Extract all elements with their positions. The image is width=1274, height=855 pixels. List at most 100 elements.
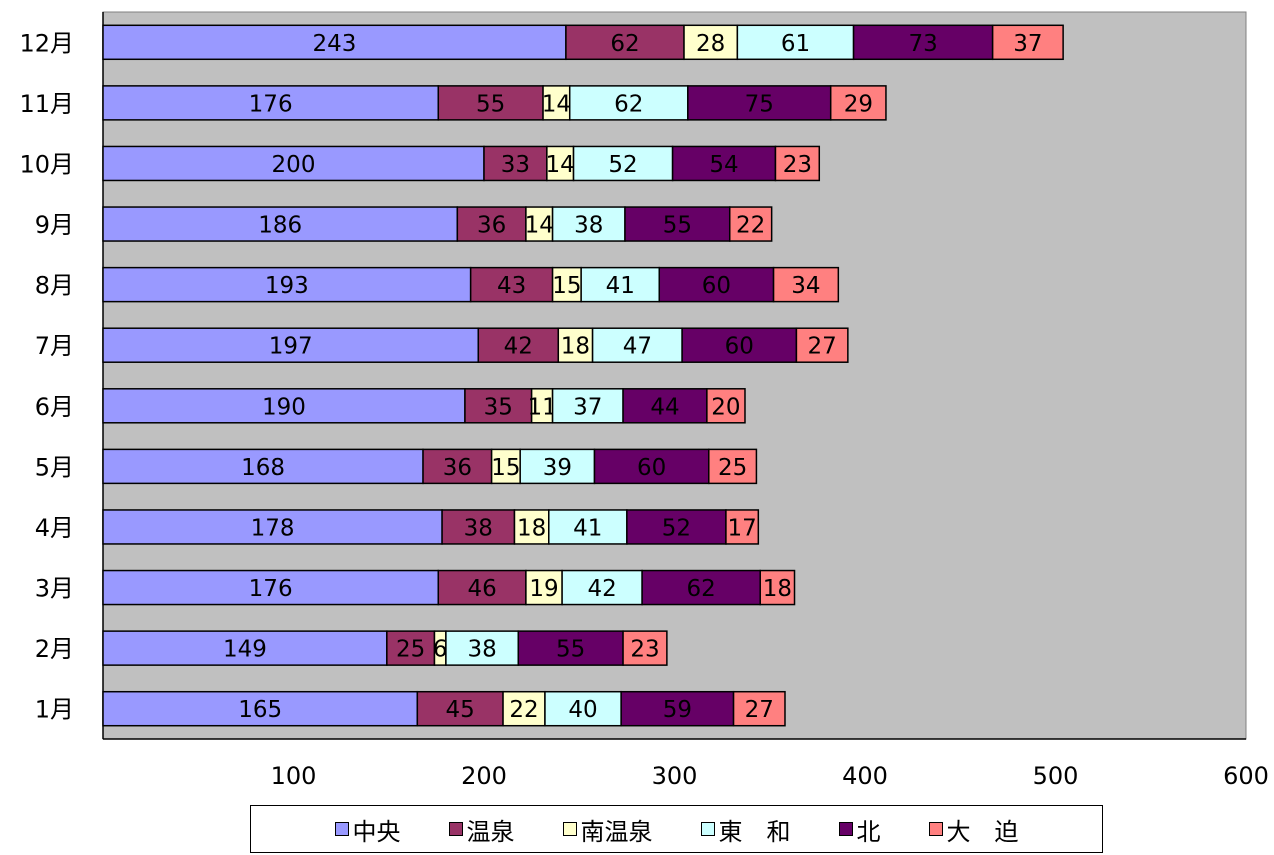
bar-segment <box>102 509 443 545</box>
data-label: 17 <box>727 515 756 541</box>
data-label: 59 <box>663 697 692 723</box>
legend-item-chuo: 中央 <box>334 812 401 847</box>
data-label: 243 <box>313 31 357 57</box>
data-label: 52 <box>662 515 691 541</box>
bar-segment <box>445 630 520 666</box>
data-label: 22 <box>509 697 538 723</box>
bar-segment <box>469 266 554 303</box>
legend-item-kita: 北 <box>838 812 881 847</box>
bar-segment <box>626 509 727 545</box>
data-label: 14 <box>542 91 571 117</box>
data-label: 60 <box>702 273 731 299</box>
y-tick-label: 1月 <box>35 696 74 724</box>
bar-segment <box>102 266 472 303</box>
data-label: 176 <box>249 576 293 602</box>
bar-segment <box>437 85 544 121</box>
y-tick-label: 8月 <box>35 272 74 300</box>
data-label: 18 <box>763 576 792 602</box>
bar-segment <box>525 206 554 242</box>
data-label: 54 <box>709 152 738 178</box>
legend-swatch-onsen <box>448 822 463 836</box>
legend-item-towa: 東 和 <box>700 812 791 847</box>
stacked-bar-chart: 100 200 300 400 500 600 1月 165 45 22 40 59 27 2月 149 25… <box>19 11 1269 790</box>
bar-segment <box>641 569 761 606</box>
data-label: 197 <box>269 334 313 360</box>
y-tick-label: 5月 <box>35 453 74 481</box>
y-tick-label: 7月 <box>35 332 74 360</box>
data-label: 41 <box>606 273 635 299</box>
data-label: 168 <box>241 455 285 481</box>
bar-segment <box>519 448 596 485</box>
bar-segment <box>102 327 480 363</box>
legend-swatch-minami-onsen <box>562 822 577 836</box>
bar-segment <box>593 448 710 485</box>
y-tick-label: 11月 <box>19 90 74 118</box>
bar-segment <box>708 448 758 485</box>
bar-segment <box>477 327 560 363</box>
data-label: 46 <box>467 576 496 602</box>
y-tick-label: 2月 <box>35 635 74 663</box>
y-tick-label: 9月 <box>35 211 74 239</box>
bar-segment <box>565 24 685 61</box>
legend-label-onsen: 温泉 <box>466 817 515 846</box>
bar-segment <box>728 206 773 242</box>
x-tick-label: 400 <box>842 762 888 790</box>
bar-segment <box>502 690 546 727</box>
data-label: 15 <box>552 273 581 299</box>
bar-segment <box>687 85 832 121</box>
bar-segment <box>736 24 855 61</box>
bar-segment <box>544 690 622 727</box>
data-label: 14 <box>546 152 575 178</box>
bar-segment <box>102 569 440 606</box>
legend-swatch-kita <box>838 822 853 836</box>
bar-segment <box>483 145 548 182</box>
bar-segment <box>102 145 485 182</box>
legend-swatch-ohasama <box>928 822 943 836</box>
data-label: 178 <box>251 515 295 541</box>
x-tick-label: 200 <box>461 762 507 790</box>
bar-segment <box>551 388 624 424</box>
bar-segment <box>706 388 746 424</box>
legend-item-ohasama: 大 迫 <box>928 812 1019 847</box>
data-label: 165 <box>238 697 282 723</box>
data-label: 41 <box>573 515 602 541</box>
legend-label-towa: 東 和 <box>718 817 791 846</box>
data-label: 200 <box>272 152 316 178</box>
data-label: 23 <box>783 152 812 178</box>
x-tick-label: 600 <box>1223 762 1269 790</box>
data-label: 22 <box>736 213 765 239</box>
bar-segment <box>386 630 436 666</box>
data-label: 42 <box>504 334 533 360</box>
bar-segment <box>671 145 777 182</box>
bar-segment <box>683 24 739 61</box>
bar-segment <box>546 145 575 182</box>
y-tick-label: 6月 <box>35 393 74 421</box>
data-label: 55 <box>556 637 585 663</box>
x-tick-label: 300 <box>652 762 698 790</box>
bar-segment <box>437 569 527 606</box>
data-label: 36 <box>443 455 472 481</box>
bar-segment <box>580 266 661 303</box>
data-label: 43 <box>497 273 526 299</box>
bar-segment <box>772 266 840 303</box>
bar-segment <box>513 509 550 545</box>
data-label: 19 <box>529 576 558 602</box>
data-label: 35 <box>484 394 513 420</box>
data-label: 60 <box>725 334 754 360</box>
bar-segment <box>456 206 527 242</box>
bar-segment <box>102 24 567 61</box>
data-label: 28 <box>696 31 725 57</box>
y-tick-label: 3月 <box>35 575 74 603</box>
data-label: 38 <box>464 515 493 541</box>
bar-segment <box>622 388 708 424</box>
data-label: 62 <box>614 91 643 117</box>
data-label: 15 <box>491 455 520 481</box>
x-tick-label: 500 <box>1033 762 1079 790</box>
data-label: 38 <box>467 637 496 663</box>
data-label: 55 <box>476 91 505 117</box>
bar-segment <box>622 630 668 666</box>
plot-area <box>102 11 1247 740</box>
data-label: 73 <box>908 31 937 57</box>
data-label: 20 <box>711 394 740 420</box>
